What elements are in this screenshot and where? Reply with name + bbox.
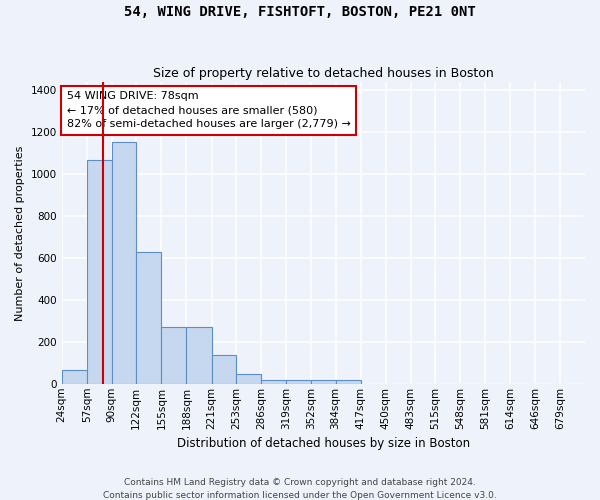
Bar <box>136 252 161 384</box>
Bar <box>62 370 87 384</box>
Bar <box>161 327 187 384</box>
Text: 54 WING DRIVE: 78sqm
← 17% of detached houses are smaller (580)
82% of semi-deta: 54 WING DRIVE: 78sqm ← 17% of detached h… <box>67 91 351 129</box>
Bar <box>311 380 335 384</box>
Bar <box>335 380 361 384</box>
Bar <box>112 142 136 384</box>
Text: Contains HM Land Registry data © Crown copyright and database right 2024.
Contai: Contains HM Land Registry data © Crown c… <box>103 478 497 500</box>
Title: Size of property relative to detached houses in Boston: Size of property relative to detached ho… <box>153 66 494 80</box>
Bar <box>236 374 261 384</box>
Bar <box>187 327 212 384</box>
Bar <box>261 380 286 384</box>
Y-axis label: Number of detached properties: Number of detached properties <box>15 145 25 320</box>
Bar <box>212 356 236 384</box>
Bar <box>87 160 112 384</box>
Bar <box>286 380 311 384</box>
X-axis label: Distribution of detached houses by size in Boston: Distribution of detached houses by size … <box>177 437 470 450</box>
Text: 54, WING DRIVE, FISHTOFT, BOSTON, PE21 0NT: 54, WING DRIVE, FISHTOFT, BOSTON, PE21 0… <box>124 5 476 19</box>
